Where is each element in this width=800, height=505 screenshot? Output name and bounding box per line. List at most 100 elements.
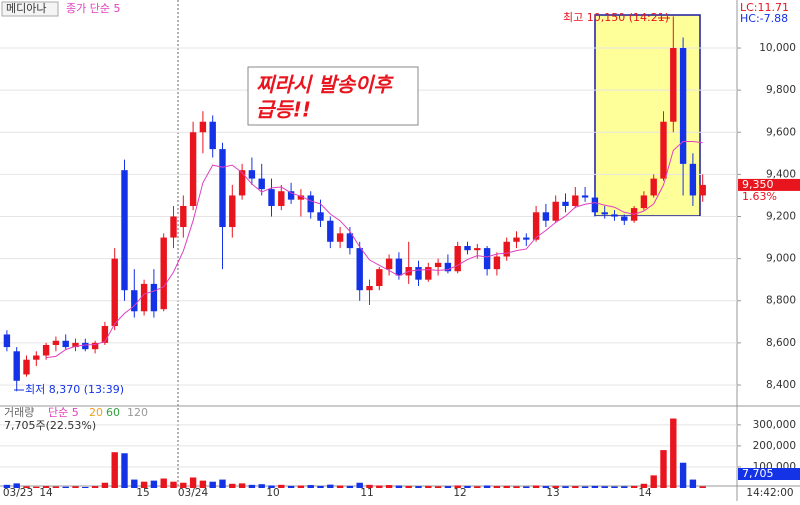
volume-bar <box>434 486 442 488</box>
last-price-label: 9,350 <box>742 178 774 191</box>
time-label: 14:42:00 <box>746 487 793 499</box>
volume-bar <box>425 485 432 488</box>
y-tick-label: 8,800 <box>766 295 796 307</box>
volume-bar <box>630 485 638 488</box>
candle-body <box>493 256 501 270</box>
candle-body <box>52 340 60 345</box>
x-tick-label: 11 <box>360 487 373 499</box>
y-tick-label: 9,200 <box>766 211 796 223</box>
volume-bar <box>229 483 236 488</box>
candle-body <box>650 178 657 196</box>
candle-body <box>258 178 265 190</box>
marks: 8,400 8,600 8,800 9,000 9,200 9,400 9,600 9,800… <box>0 16 796 488</box>
candle-body <box>327 220 334 242</box>
volume-bar <box>552 485 559 488</box>
volume-bar <box>621 486 628 488</box>
y-tick-label: 8,400 <box>766 379 796 391</box>
candle-body <box>542 212 550 221</box>
candle-body <box>464 245 471 251</box>
candle-body <box>483 248 491 270</box>
volume-bar <box>650 475 657 488</box>
volume-bar <box>611 486 618 488</box>
volume-bar <box>474 486 481 488</box>
volume-bar <box>131 479 138 488</box>
volume-bar <box>591 485 599 488</box>
volume-legend: 거래량 <box>4 406 34 419</box>
candle-body <box>189 132 197 206</box>
candle-body <box>180 205 187 228</box>
change-label: 1.63% <box>742 190 777 203</box>
volume-legend: 120 <box>127 406 148 419</box>
volume-bar <box>670 418 677 488</box>
x-tick-label: 13 <box>546 487 559 499</box>
y-tick-label: 8,600 <box>766 337 796 349</box>
candle-body <box>297 195 305 200</box>
candle-body <box>170 216 177 238</box>
candle-body <box>395 258 403 276</box>
candle-body <box>699 184 706 196</box>
volume-bar <box>199 480 207 488</box>
candle-body <box>434 262 442 268</box>
volume-bar <box>346 485 354 488</box>
volume-bar <box>268 485 275 488</box>
candle-body <box>532 212 540 240</box>
candle-body <box>581 195 589 198</box>
candle-body <box>385 258 393 270</box>
volume-bar <box>160 478 167 488</box>
volume-bar <box>493 486 501 488</box>
y-tick-label: 200,000 <box>753 440 796 452</box>
volume-bar <box>111 452 118 488</box>
last-price-box <box>738 178 800 191</box>
x-tick-label: 03/23 <box>3 487 33 499</box>
volume-bar <box>464 485 471 488</box>
volume-bar <box>336 485 344 488</box>
candle-body <box>346 233 354 249</box>
candle-body <box>238 170 246 196</box>
volume-bar <box>699 486 706 488</box>
candle-body <box>376 269 383 287</box>
candle-body <box>474 248 481 251</box>
volume-bar <box>287 485 295 488</box>
candle-body <box>611 214 618 217</box>
candle-body <box>366 286 373 291</box>
candle-body <box>62 340 69 348</box>
candle-body <box>33 355 40 360</box>
candle-body <box>13 351 20 381</box>
candle-body <box>307 195 314 213</box>
volume-bar <box>542 486 550 488</box>
volume-bar <box>405 485 412 488</box>
candle-body <box>562 201 569 206</box>
x-tick-label: 15 <box>136 487 149 499</box>
candle-body <box>503 241 510 257</box>
candle-body <box>679 48 687 164</box>
x-tick-label: 10 <box>266 487 279 499</box>
volume-bar <box>219 479 226 488</box>
volume-info: 7,705주(22.53%) <box>4 419 96 432</box>
volume-bar <box>140 481 148 488</box>
volume-bar <box>376 485 383 488</box>
lc-label: LC:11.71 <box>740 1 789 14</box>
last-volume-box <box>738 468 800 480</box>
high-label: 최고 10,150 (14:21) <box>563 11 669 24</box>
y-tick-label: 9,000 <box>766 253 796 265</box>
volume-bar <box>532 485 540 488</box>
volume-bar <box>82 486 89 488</box>
y-tick-label: 10,000 <box>759 42 796 54</box>
candle-body <box>111 258 118 327</box>
low-label: 최저 8,370 (13:39) <box>25 383 124 396</box>
volume-bar <box>3 484 11 488</box>
volume-bar <box>523 486 530 488</box>
volume-bar <box>248 484 256 488</box>
volume-bar <box>91 486 99 488</box>
candle-body <box>444 262 452 272</box>
annotation-line: 찌라시 발송이후 <box>256 73 394 97</box>
candle-body <box>160 237 167 310</box>
y-tick-label: 9,800 <box>766 84 796 96</box>
volume-bar <box>62 486 69 488</box>
candle-body <box>660 121 667 179</box>
candle-body <box>199 121 207 133</box>
hc-label: HC:-7.88 <box>740 12 788 25</box>
last-volume-label: 7,705 <box>742 467 774 480</box>
y-tick-label: 9,400 <box>766 168 796 180</box>
